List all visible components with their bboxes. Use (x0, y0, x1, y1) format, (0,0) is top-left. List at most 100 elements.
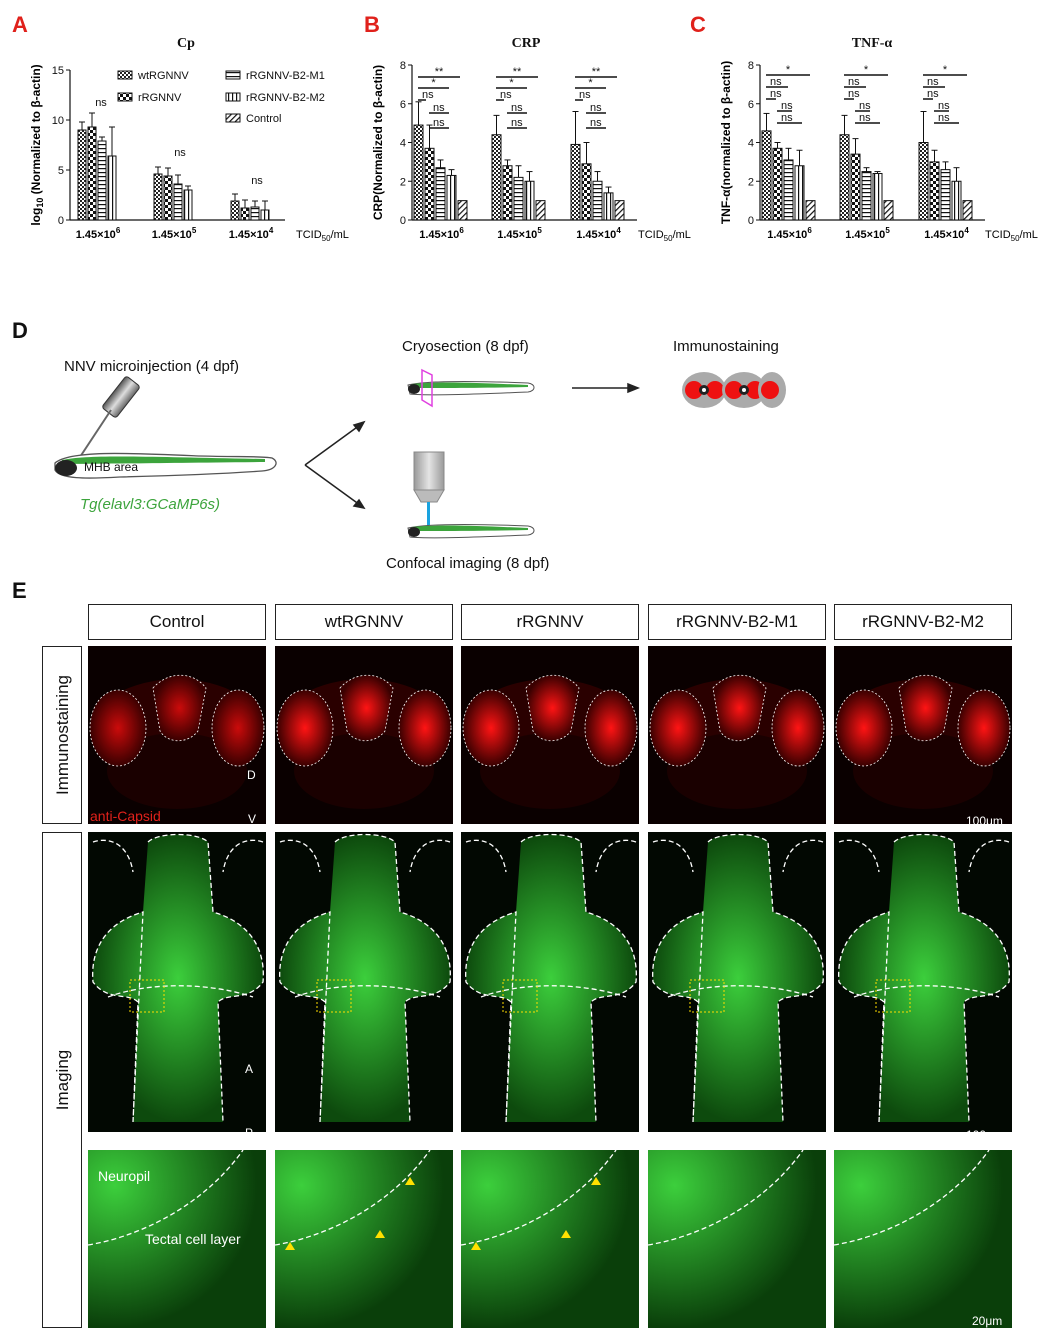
zoomed-tectum-image (834, 1150, 1012, 1328)
significance-label: ns (95, 97, 107, 109)
significance-label: ns (579, 89, 591, 101)
column-header-wtrgnnv: wtRGNNV (275, 604, 453, 640)
bar (240, 207, 250, 221)
y-tick-label: 10 (52, 115, 64, 127)
zoomed-tectum-image (88, 1150, 266, 1328)
y-tick-label: 5 (58, 165, 64, 177)
bar (502, 165, 513, 221)
zoomed-tectum-image (461, 1150, 639, 1328)
y-tick-label: 8 (400, 60, 406, 72)
bar (424, 147, 435, 221)
chart-title: TNF-α (852, 36, 893, 51)
row-label-box-imaging: Imaging (42, 832, 82, 1328)
x-tick-label: 1.45×106 (76, 226, 121, 241)
bar (77, 129, 87, 221)
scale-bar-label-imaging: 100μm (966, 1128, 1003, 1142)
bar (603, 192, 614, 221)
injection-label: NNV microinjection (4 dpf) (64, 358, 240, 375)
panel-label-d: D (12, 318, 28, 343)
significance-label: ns (511, 117, 523, 129)
dv-axis-top: D (247, 768, 256, 782)
x-unit-label: TCID50/mL (296, 229, 349, 243)
immunostaining-image (461, 646, 639, 824)
row-label-box-immunostaining: Immunostaining (42, 646, 82, 824)
dv-axis-bottom: V (248, 812, 257, 826)
column-header-rrgnnv: rRGNNV (461, 604, 639, 640)
significance-label: ns (848, 88, 860, 100)
confocal-objective-icon (413, 451, 445, 526)
bar (535, 200, 546, 221)
significance-label: ns (938, 100, 950, 112)
legend-entry: Control (246, 113, 281, 125)
significance-label: ns (859, 100, 871, 112)
mhb-label: MHB area (84, 460, 139, 474)
bar (153, 173, 163, 221)
panel-label-b: B (364, 12, 380, 37)
row-label-imaging: Imaging (53, 1049, 72, 1111)
y-tick-label: 0 (748, 215, 754, 227)
bar (872, 173, 883, 221)
bar (581, 163, 592, 221)
column-header-b2-m2: rRGNNV-B2-M2 (834, 604, 1012, 640)
bar (230, 200, 240, 221)
y-tick-label: 8 (748, 60, 754, 72)
significance-label: ns (927, 88, 939, 100)
branch-arrows (304, 382, 641, 510)
y-axis-label: CRP(Normalized to β-actin) (371, 65, 385, 220)
significance-label: ns (590, 102, 602, 114)
bar (163, 175, 173, 221)
schematic-diagram (54, 368, 786, 539)
bar (951, 180, 962, 221)
immunostaining-image (88, 646, 266, 824)
y-tick-label: 6 (400, 99, 406, 111)
bar (97, 140, 107, 221)
chart-title: CRP (512, 36, 541, 51)
larva-large-icon (54, 452, 277, 479)
significance-label: ns (174, 147, 186, 159)
larva-imaging-icon (407, 523, 535, 539)
significance-label: ns (938, 112, 950, 124)
legend-entry: wtRGNNV (137, 70, 189, 82)
chart-title: Cp (177, 36, 195, 51)
significance-label: ns (251, 175, 263, 187)
bar (772, 147, 783, 221)
x-tick-label: 1.45×104 (576, 226, 621, 241)
y-tick-label: 4 (748, 138, 754, 150)
x-tick-label: 1.45×105 (845, 226, 890, 241)
zoomed-tectum-image (275, 1150, 453, 1328)
panel-label-c: C (690, 12, 706, 37)
legend-entry: rRGNNV (138, 92, 182, 104)
x-tick-label: 1.45×104 (924, 226, 969, 241)
ap-axis-top: A (245, 1062, 254, 1076)
significance-label: * (431, 77, 436, 89)
bar (413, 124, 424, 221)
ap-axis-bottom: P (245, 1126, 254, 1140)
legend-entry: rRGNNV-B2-M2 (246, 92, 325, 104)
bar (805, 200, 816, 221)
transgenic-line-label: Tg(elavl3:GCaMP6s) (80, 496, 221, 513)
significance-label: ns (859, 112, 871, 124)
y-tick-label: 15 (52, 65, 64, 77)
immunostaining-slices-icon (682, 372, 786, 408)
significance-label: * (588, 77, 593, 89)
significance-label: ns (927, 76, 939, 88)
significance-label: ns (848, 76, 860, 88)
x-tick-label: 1.45×106 (419, 226, 464, 241)
x-tick-label: 1.45×104 (229, 226, 274, 241)
immunostaining-image (648, 646, 826, 824)
significance-label: ns (500, 89, 512, 101)
significance-label: ns (770, 88, 782, 100)
confocal-brain-image (834, 832, 1012, 1132)
significance-label: ns (511, 102, 523, 114)
chart-cp: Cp log10 (Normalized to β-actin) 0 5 10 15 1.4… (29, 36, 349, 243)
bar (929, 161, 940, 221)
larva-cryosection-icon (407, 368, 535, 408)
legend-swatch (225, 113, 241, 123)
y-axis-label: log10 (Normalized to β-actin) (29, 64, 45, 225)
bar (570, 143, 581, 221)
legend-swatch (225, 70, 241, 80)
cryosection-label: Cryosection (8 dpf) (402, 338, 529, 355)
y-tick-label: 0 (58, 215, 64, 227)
significance-label: ** (592, 66, 601, 78)
bar (260, 209, 270, 221)
